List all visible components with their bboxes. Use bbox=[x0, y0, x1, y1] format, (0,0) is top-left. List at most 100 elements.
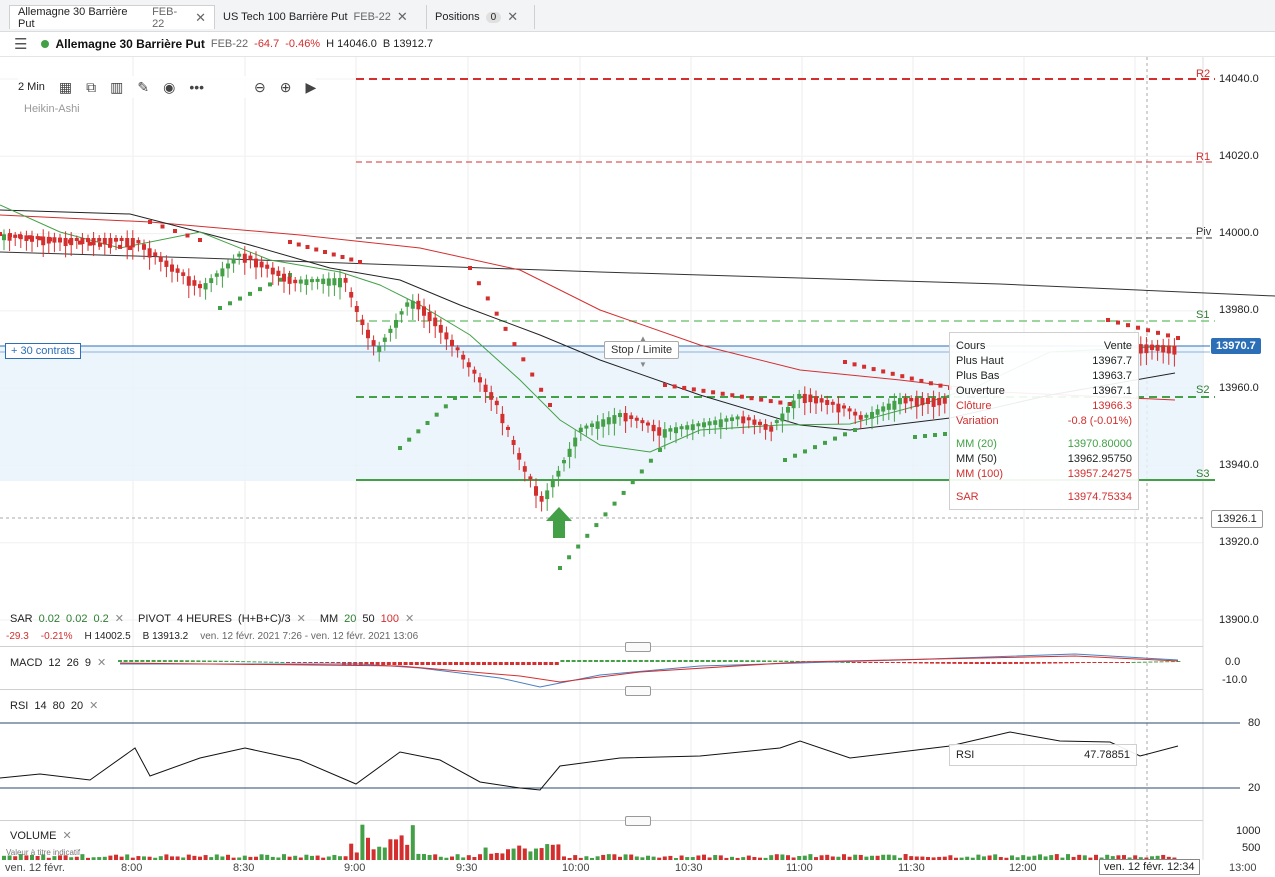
volume-bar bbox=[332, 854, 337, 860]
volume-label[interactable]: VOLUME bbox=[10, 829, 57, 842]
price-axis-label: 13900.0 bbox=[1219, 614, 1259, 626]
close-icon[interactable]: ✕ bbox=[405, 613, 415, 625]
tooltip-label: Ouverture bbox=[956, 385, 1005, 397]
play-icon[interactable]: ▶ bbox=[305, 79, 317, 95]
candle-body bbox=[545, 490, 550, 500]
macd-bar bbox=[1137, 661, 1142, 663]
price-change-pct: -0.46% bbox=[285, 37, 321, 50]
macd-bar bbox=[207, 660, 212, 662]
sar-dots bbox=[0, 220, 1180, 570]
candle-body bbox=[696, 423, 701, 427]
close-icon[interactable]: ✕ bbox=[296, 613, 306, 625]
close-icon[interactable]: ✕ bbox=[97, 657, 107, 669]
macd-bar bbox=[224, 660, 229, 662]
candle-body bbox=[91, 238, 96, 246]
macd-bar bbox=[431, 662, 436, 665]
volume-bar bbox=[1026, 856, 1031, 860]
compare-icon[interactable]: ⧉ bbox=[86, 79, 97, 95]
macd-bar bbox=[370, 662, 374, 665]
sar-dot bbox=[468, 266, 472, 270]
time-axis-label: 13:00 bbox=[1229, 862, 1257, 874]
volume-bar bbox=[142, 856, 146, 860]
candle-body bbox=[506, 426, 510, 430]
candle-body bbox=[931, 398, 936, 407]
rsi-box-label: RSI bbox=[956, 749, 975, 761]
drag-down-icon[interactable]: ▼ bbox=[639, 360, 647, 369]
macd-bar bbox=[750, 660, 755, 662]
candle-body bbox=[7, 234, 12, 241]
order-contracts-button[interactable]: + 30 contrats bbox=[5, 343, 81, 359]
stop-limit-button[interactable]: Stop / Limite bbox=[604, 341, 680, 359]
volume-bar bbox=[1144, 857, 1149, 860]
tooltip-sar-row: SAR 13974.75334 bbox=[950, 490, 1138, 505]
sar-param: 0.02 bbox=[38, 612, 61, 625]
tab-us-tech-100[interactable]: US Tech 100 Barrière Put FEB-22 ✕ bbox=[215, 5, 427, 29]
candle-body bbox=[646, 422, 650, 426]
sar-dot bbox=[658, 448, 662, 452]
close-icon[interactable]: ✕ bbox=[396, 9, 408, 24]
more-icon[interactable]: ••• bbox=[189, 79, 205, 95]
hamburger-icon[interactable]: ☰ bbox=[14, 35, 28, 53]
volume-bar bbox=[858, 854, 863, 860]
candle-body bbox=[601, 419, 606, 427]
volume-bar bbox=[713, 855, 718, 860]
close-icon[interactable]: ✕ bbox=[195, 9, 206, 25]
indicators-icon[interactable]: ▥ bbox=[110, 79, 124, 95]
macd-bar bbox=[280, 661, 285, 663]
volume-bar bbox=[1133, 855, 1138, 860]
macd-bar bbox=[1098, 662, 1102, 663]
macd-bar bbox=[190, 660, 195, 662]
resize-handle[interactable] bbox=[625, 642, 651, 652]
zoom-out-icon[interactable]: ⊖ bbox=[254, 79, 266, 95]
tab-allemagne-30[interactable]: Allemagne 30 Barrière Put FEB-22 ✕ bbox=[9, 5, 215, 30]
resize-handle[interactable] bbox=[625, 816, 651, 826]
close-icon[interactable]: ✕ bbox=[62, 830, 72, 842]
macd-bar bbox=[146, 660, 150, 662]
macd-bar bbox=[504, 662, 509, 665]
volume-bar bbox=[511, 848, 516, 860]
rsi-label[interactable]: RSI bbox=[10, 699, 29, 712]
rsi-param: 80 bbox=[52, 699, 65, 712]
tab-positions[interactable]: Positions 0 ✕ bbox=[427, 5, 535, 29]
resize-handle[interactable] bbox=[625, 686, 651, 696]
market-open-icon bbox=[41, 39, 50, 48]
interval-selector[interactable]: 2 Min bbox=[18, 81, 45, 93]
macd-bar bbox=[622, 660, 626, 662]
tooltip-row: Variation -0.8 (-0.01%) bbox=[950, 414, 1138, 429]
macd-bar bbox=[566, 660, 570, 662]
macd-bar bbox=[879, 662, 884, 663]
tab-expiry: FEB-22 bbox=[152, 5, 178, 30]
macd-param: 12 bbox=[48, 656, 61, 669]
sar-dot bbox=[503, 326, 508, 331]
macd-bar bbox=[476, 662, 481, 665]
drag-up-icon[interactable]: ▲ bbox=[639, 334, 647, 343]
macd-bar bbox=[560, 660, 565, 662]
sar-dot bbox=[128, 246, 132, 250]
candle-body bbox=[629, 415, 634, 419]
volume-bar bbox=[830, 856, 835, 860]
macd-bar bbox=[252, 661, 257, 663]
sar-dot bbox=[900, 374, 905, 379]
visibility-icon[interactable]: ◉ bbox=[163, 79, 176, 95]
close-icon[interactable]: ✕ bbox=[89, 700, 99, 712]
sar-dot bbox=[88, 241, 92, 246]
macd-bar bbox=[521, 662, 526, 665]
macd-label[interactable]: MACD bbox=[10, 656, 43, 669]
pivot-label[interactable]: PIVOT bbox=[137, 612, 171, 625]
close-icon[interactable]: ✕ bbox=[114, 613, 124, 625]
crosshair-price-badge: 13926.1 bbox=[1211, 510, 1263, 528]
candle-style-icon[interactable]: ▦ bbox=[58, 79, 73, 95]
candle-body bbox=[612, 415, 617, 424]
pivot-label-s1: S1 bbox=[1196, 309, 1210, 321]
draw-icon[interactable]: ✎ bbox=[137, 79, 150, 95]
candle-body bbox=[623, 413, 628, 422]
sar-label[interactable]: SAR bbox=[10, 612, 33, 625]
volume-bar bbox=[489, 853, 494, 860]
macd-bar bbox=[1120, 662, 1125, 663]
macd-bar bbox=[1008, 662, 1013, 664]
zoom-in-icon[interactable]: ⊕ bbox=[279, 79, 292, 95]
mm-label[interactable]: MM bbox=[319, 612, 339, 625]
candle-body bbox=[450, 339, 454, 347]
close-icon[interactable]: ✕ bbox=[507, 9, 519, 24]
macd-bar bbox=[980, 662, 985, 664]
